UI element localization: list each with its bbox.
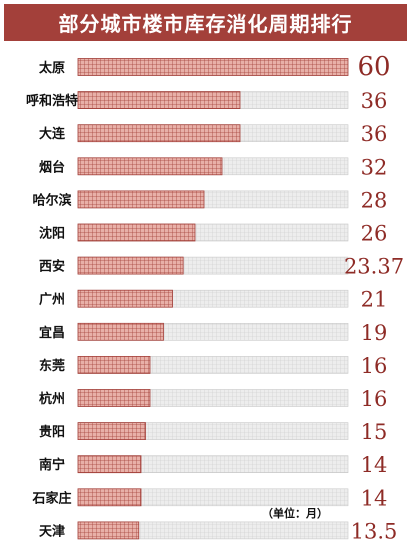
value-label: 26	[361, 222, 388, 246]
category-label: 沈阳	[39, 226, 65, 242]
unit-note: （单位：月）	[262, 507, 328, 520]
bar	[77, 157, 223, 176]
category-label: 呼和浩特	[26, 93, 78, 109]
bar	[77, 389, 151, 407]
value-label: 32	[361, 155, 388, 179]
bar	[77, 91, 241, 109]
category-label: 杭州	[39, 391, 65, 407]
value-label: 23.37	[344, 255, 404, 279]
category-label: 天津	[39, 523, 65, 539]
value-label: 13.5	[351, 519, 398, 543]
category-label: 西安	[39, 259, 65, 275]
category-label: 大连	[39, 126, 66, 142]
value-label: 21	[361, 288, 388, 312]
category-label: 宜昌	[39, 325, 65, 341]
category-label: 南宁	[39, 457, 65, 473]
bar	[77, 124, 241, 143]
title-bar: 部分城市楼市库存消化周期排行	[4, 4, 407, 41]
bar	[77, 521, 140, 540]
bar	[77, 289, 173, 308]
bar	[77, 455, 142, 474]
bar	[77, 322, 164, 341]
value-label: 28	[361, 188, 388, 212]
value-label: 16	[361, 387, 388, 411]
category-label: 哈尔滨	[32, 192, 71, 208]
bar	[77, 190, 205, 209]
bar	[77, 488, 142, 507]
category-label: 东莞	[39, 358, 65, 374]
value-label: 36	[361, 122, 388, 146]
bar	[77, 355, 151, 374]
value-label: 14	[361, 486, 388, 510]
value-label: 60	[357, 52, 390, 82]
value-label: 16	[361, 354, 388, 378]
value-label: 36	[361, 89, 388, 113]
value-label: 15	[361, 420, 388, 444]
bar	[77, 256, 184, 275]
bar	[77, 422, 146, 441]
bar	[77, 58, 349, 76]
category-label: 太原	[38, 60, 65, 76]
value-label: 14	[361, 453, 388, 477]
value-label: 19	[361, 321, 388, 345]
category-label: 广州	[39, 292, 65, 308]
category-label: 贵阳	[39, 424, 65, 440]
bar	[77, 223, 196, 242]
chart-title: 部分城市楼市库存消化周期排行	[58, 12, 353, 36]
category-label: 烟台	[39, 159, 65, 175]
category-label: 石家庄	[31, 490, 71, 506]
